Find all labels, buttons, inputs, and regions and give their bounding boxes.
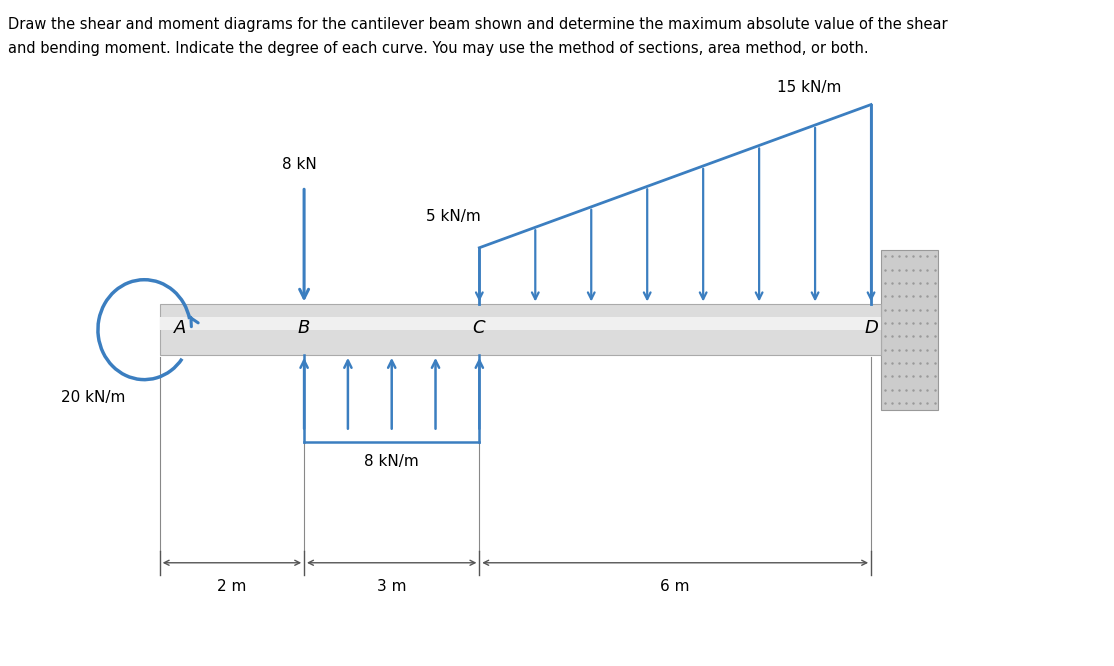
Bar — [159, 317, 881, 330]
Text: $A$: $A$ — [174, 318, 187, 337]
Text: 5 kN/m: 5 kN/m — [427, 209, 481, 224]
Text: $B$: $B$ — [297, 318, 311, 337]
Text: 3 m: 3 m — [377, 579, 407, 595]
Bar — [881, 250, 938, 410]
Text: 6 m: 6 m — [661, 579, 690, 595]
Text: 8 kN: 8 kN — [282, 157, 316, 172]
Text: 8 kN/m: 8 kN/m — [364, 454, 419, 469]
Text: Draw the shear and moment diagrams for the cantilever beam shown and determine t: Draw the shear and moment diagrams for t… — [8, 17, 948, 32]
Text: 20 kN/m: 20 kN/m — [60, 390, 125, 405]
Text: 15 kN/m: 15 kN/m — [776, 79, 841, 95]
Text: 2 m: 2 m — [217, 579, 246, 595]
Text: $C$: $C$ — [472, 318, 487, 337]
Text: $D$: $D$ — [863, 318, 879, 337]
Text: and bending moment. Indicate the degree of each curve. You may use the method of: and bending moment. Indicate the degree … — [8, 41, 869, 57]
Bar — [159, 304, 881, 355]
